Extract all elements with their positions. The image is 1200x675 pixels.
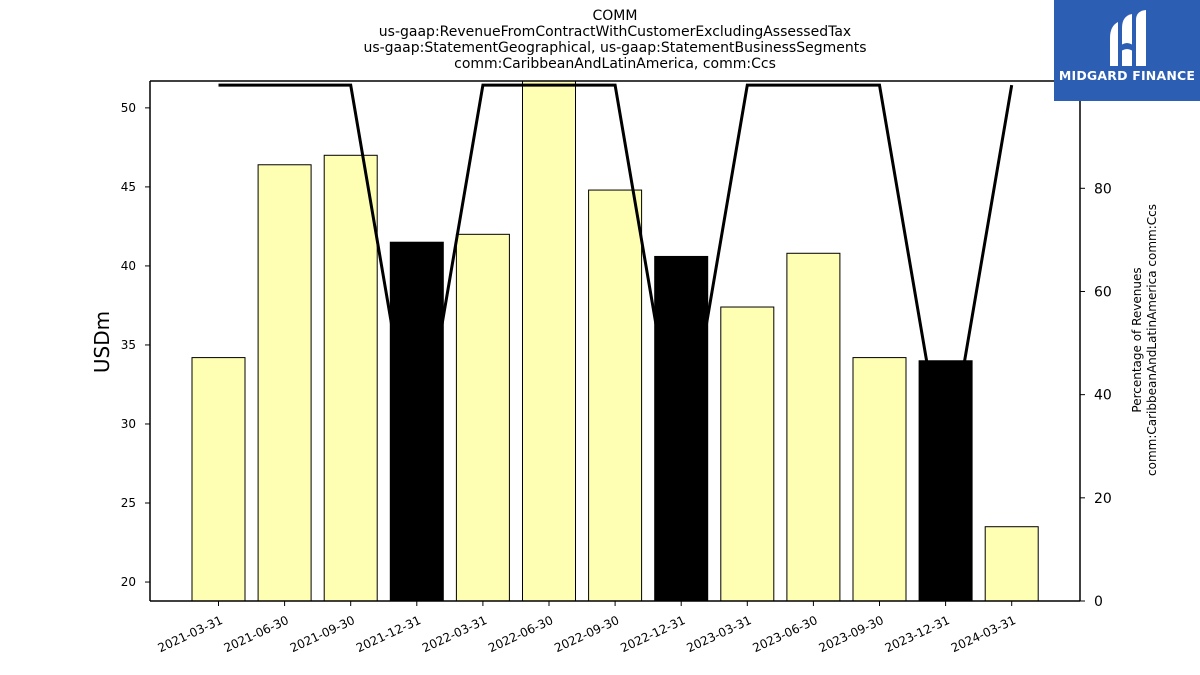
bar-2021-09-30 [323,154,378,601]
midgard-logo-icon [1110,10,1146,66]
y-tick-label-left: 25 [121,496,136,510]
y-tick-label-left: 20 [121,575,136,589]
y-tick-label-left: 45 [121,180,136,194]
y-tick-label-right: 80 [1094,181,1112,197]
bar-2021-06-30 [257,164,312,601]
bar-2023-09-30 [852,357,907,601]
bar-2023-03-31 [720,306,775,601]
y-tick-label-right: 0 [1094,594,1103,610]
y-tick-label-right: 60 [1094,284,1112,300]
bar-2022-06-30 [522,81,576,601]
chart-title-line-4: comm:CaribbeanAndLatinAmerica, comm:Ccs [454,56,776,72]
logo-text: MIDGARD FINANCE [1058,68,1196,83]
percentage-line [218,83,1014,473]
chart-title-line-1: COMM [592,8,638,24]
x-tick-label: 2022-09-30 [552,613,621,655]
x-tick-label: 2021-03-31 [156,613,225,655]
x-tick-label: 2023-06-30 [751,613,820,655]
x-tick-label: 2022-12-31 [618,613,687,655]
x-tick-label: 2021-12-31 [354,613,423,655]
y-axis-label-right: Percentage of Revenues comm:CaribbeanAnd… [1130,195,1160,485]
x-tick-label: 2021-09-30 [288,613,357,655]
bar-2022-03-31 [455,233,510,601]
bar-2022-09-30 [588,189,643,601]
x-tick-label: 2022-06-30 [486,613,555,655]
x-tick-label: 2022-03-31 [420,613,489,655]
chart-title-line-2: us-gaap:RevenueFromContractWithCustomerE… [378,24,852,40]
y-tick-label-left: 50 [121,101,136,115]
x-tick-label: 2023-12-31 [883,613,952,655]
bar-2023-12-31 [918,360,973,601]
bar-2023-06-30 [786,252,841,601]
x-tick-label: 2021-06-30 [222,613,291,655]
bar-2024-03-31 [984,526,1039,601]
bar-2021-12-31 [389,241,444,601]
chart-title-line-3: us-gaap:StatementGeographical, us-gaap:S… [363,40,867,56]
midgard-finance-logo: MIDGARD FINANCE [1054,0,1200,101]
x-tick-label: 2023-09-30 [817,613,886,655]
y-axis-label-left: USDm [90,310,114,374]
x-tick-label: 2024-03-31 [949,613,1018,655]
y-tick-label-right: 40 [1094,388,1112,404]
y-tick-label-right: 20 [1094,491,1112,507]
bar-2022-12-31 [654,255,709,601]
y-axis-label-right-line-2: comm:CaribbeanAndLatinAmerica comm:Ccs [1145,204,1159,476]
bar-2021-03-31 [191,357,246,601]
y-axis-label-right-line-1: Percentage of Revenues [1130,267,1144,413]
y-tick-label-left: 35 [121,338,136,352]
y-tick-label-left: 40 [121,259,136,273]
y-tick-label-left: 30 [121,417,136,431]
x-tick-label: 2023-03-31 [684,613,753,655]
